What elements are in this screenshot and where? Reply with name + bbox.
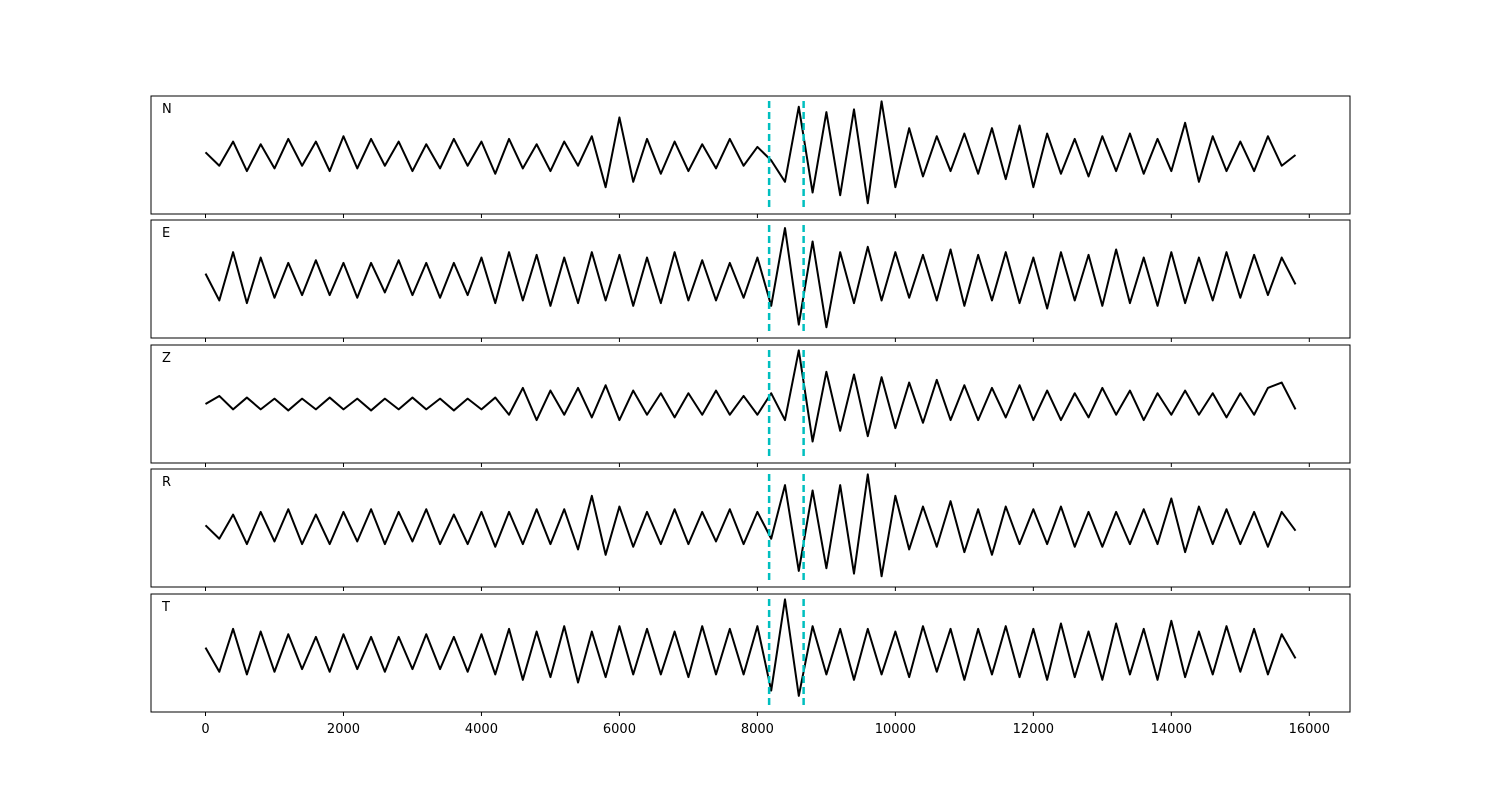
x-tick-label: 10000 (875, 722, 916, 737)
trace (204, 598, 1297, 697)
trace-label: E (162, 226, 170, 241)
trace (204, 473, 1297, 578)
x-tick-label: 14000 (1151, 722, 1192, 737)
x-tick-label: 6000 (603, 722, 636, 737)
x-tick-label: 16000 (1289, 722, 1330, 737)
trace-label: Z (162, 351, 171, 366)
trace-label: N (162, 102, 172, 117)
panel-frame (150, 95, 1351, 215)
panel-frame (150, 593, 1351, 713)
trace (204, 349, 1297, 443)
x-tick-label: 8000 (741, 722, 774, 737)
x-tick-label: 0 (201, 722, 209, 737)
panel-frame (150, 468, 1351, 588)
trace-label: R (162, 475, 171, 490)
trace (204, 100, 1297, 205)
panel-frame (150, 344, 1351, 464)
trace-label: T (161, 600, 170, 615)
x-tick-label: 4000 (465, 722, 498, 737)
x-tick-label: 2000 (327, 722, 360, 737)
panel-frame (150, 219, 1351, 339)
trace (204, 227, 1297, 329)
x-tick-label: 12000 (1013, 722, 1054, 737)
